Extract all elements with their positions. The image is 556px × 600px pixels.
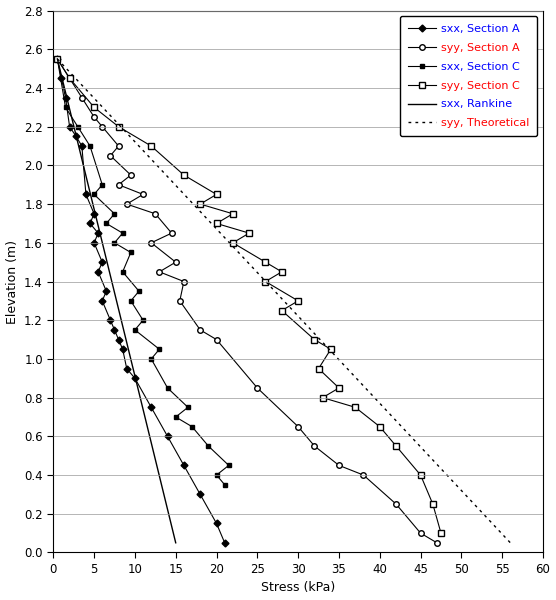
X-axis label: Stress (kPa): Stress (kPa) xyxy=(261,581,335,595)
Legend: sxx, Section A, syy, Section A, sxx, Section C, syy, Section C, sxx, Rankine, sy: sxx, Section A, syy, Section A, sxx, Sec… xyxy=(400,16,538,136)
Y-axis label: Elevation (m): Elevation (m) xyxy=(6,239,18,323)
